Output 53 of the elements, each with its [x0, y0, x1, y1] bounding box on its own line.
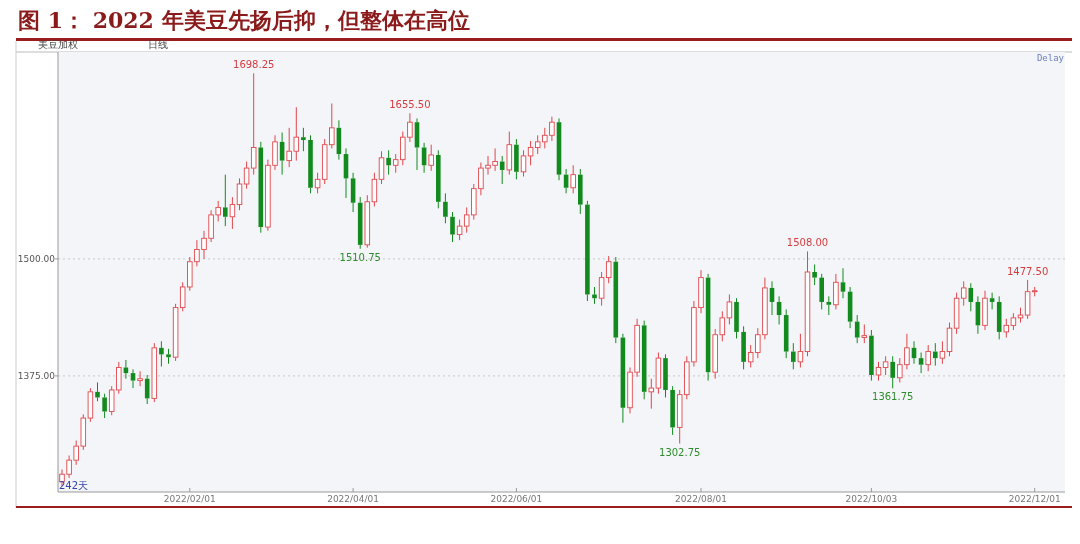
annotation: 1477.50	[1006, 265, 1049, 277]
annotation: 1655.50	[389, 99, 431, 111]
candlestick	[982, 290, 988, 331]
candlestick	[144, 374, 150, 405]
candlestick	[812, 264, 817, 286]
candlestick	[741, 325, 746, 370]
x-tick-label: 2022/10/03	[845, 494, 898, 504]
candlestick	[833, 273, 839, 310]
candlestick	[585, 200, 590, 302]
candlestick	[989, 292, 995, 310]
y-tick-label: 1500.00	[17, 254, 56, 265]
chart-title: 图 1： 2022 年美豆先扬后抑，但整体在高位	[18, 7, 470, 33]
candlestick	[918, 352, 924, 374]
y-tick-label: 1375.00	[17, 371, 56, 382]
annotation: Delay	[1036, 53, 1065, 63]
x-tick-label: 2022/08/01	[675, 494, 727, 504]
candlestick	[95, 381, 100, 402]
candlestick	[301, 127, 306, 152]
candlestick	[592, 286, 597, 305]
candlestick	[123, 359, 129, 380]
candlestick	[450, 211, 455, 243]
candlestick	[890, 355, 895, 389]
text: 日线	[148, 39, 168, 50]
candlestick	[840, 267, 846, 299]
x-tick-label: 2022/12/01	[1008, 494, 1061, 504]
annotation: 1698.25	[233, 59, 275, 71]
candlestick	[791, 342, 796, 370]
text: 美豆加权	[38, 39, 78, 50]
candlestick	[159, 340, 164, 368]
annotation: 242天	[59, 480, 89, 491]
x-tick-label: 2022/04/01	[327, 494, 380, 504]
candlestick	[933, 342, 938, 367]
x-tick-label: 2022/02/01	[163, 494, 216, 504]
candlestick	[663, 353, 668, 398]
candlestick	[578, 168, 583, 215]
annotation: 1302.75	[659, 446, 701, 458]
candlestick	[819, 273, 824, 310]
candlestick	[229, 196, 236, 230]
x-tick-label: 2022/06/01	[490, 494, 543, 504]
annotation: 1361.75	[872, 391, 914, 403]
candlestick	[357, 196, 363, 250]
annotation: 1508.00	[786, 237, 829, 249]
candlestick	[137, 370, 143, 387]
candlestick	[869, 329, 874, 382]
candlestick	[514, 138, 519, 180]
candlestick	[223, 174, 228, 227]
candlestick	[996, 295, 1002, 340]
candlestick	[826, 295, 832, 316]
candlestick	[670, 385, 675, 436]
candlestick	[130, 368, 136, 389]
candlestick	[386, 149, 391, 176]
candlestick	[499, 155, 505, 185]
annotation: 1510.75	[339, 251, 381, 263]
